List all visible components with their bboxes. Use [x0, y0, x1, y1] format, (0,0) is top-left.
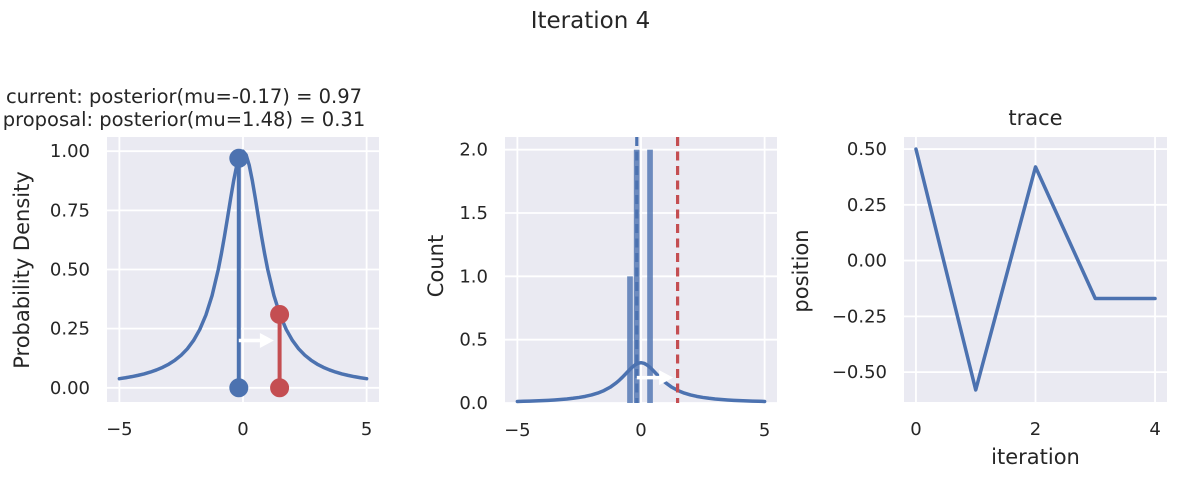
panel-samples-histogram: −5 0 5 0.0 0.5 1.0 1.5 2.0 — [459, 137, 777, 441]
position-trace — [914, 147, 1157, 392]
x-tick-label: 2 — [1030, 419, 1041, 440]
y-tick-label: 0.25 — [50, 319, 90, 340]
x-tick-label: −5 — [106, 419, 133, 440]
x-tick-label: 4 — [1149, 419, 1160, 440]
proposal-move-arrow-head — [259, 332, 274, 348]
y-tick-label: 1.00 — [50, 141, 90, 162]
y-tick-label: 0.75 — [50, 200, 90, 221]
y-tick-label: −0.50 — [832, 362, 887, 383]
current-sample-marker — [229, 148, 249, 168]
y-tick-label: 0.00 — [50, 378, 90, 399]
y-tick-label: 0.50 — [50, 260, 90, 281]
current-sample-base-marker — [229, 378, 249, 398]
y-tick-label: 0.00 — [847, 251, 887, 272]
trace-panel-title: trace — [1008, 106, 1063, 130]
histogram-bar — [647, 149, 653, 403]
y-tick-label: 0.5 — [459, 330, 488, 351]
x-tick-label: 5 — [361, 419, 372, 440]
y-tick-label: 0.0 — [459, 393, 488, 414]
proposal-sample-base-marker — [270, 378, 290, 398]
position-axis-label: position — [789, 229, 813, 313]
y-tick-label: −0.25 — [832, 306, 887, 327]
current-posterior-text: current: posterior(mu=-0.17) = 0.97 — [5, 85, 363, 108]
proposal-posterior-text: proposal: posterior(mu=1.48) = 0.31 — [2, 108, 366, 131]
x-tick-label: 0 — [237, 419, 248, 440]
x-tick-label: 5 — [759, 420, 770, 441]
panel-posterior: −5 0 5 0.00 0.25 0.50 0.75 1.00 — [50, 137, 379, 440]
proposal-sample-marker — [270, 304, 290, 324]
proposal-move-arrow-head — [659, 370, 674, 386]
y-tick-label: 1.0 — [459, 266, 488, 287]
panel-trace: 0 2 4 0.50 0.25 0.00 −0.25 −0.50 — [832, 137, 1167, 440]
count-axis-label: Count — [424, 234, 448, 298]
y-tick-label: 0.25 — [847, 195, 887, 216]
y-tick-label: 0.50 — [847, 139, 887, 160]
y-tick-label: 2.0 — [459, 140, 488, 161]
probability-density-axis-label: Probability Density — [10, 171, 34, 369]
x-tick-label: 0 — [910, 419, 921, 440]
x-tick-label: 0 — [635, 420, 646, 441]
posterior-panel-title: current: posterior(mu=-0.17) = 0.97 prop… — [0, 85, 368, 131]
iteration-axis-label: iteration — [991, 445, 1080, 469]
x-tick-label: −5 — [504, 420, 531, 441]
y-tick-label: 1.5 — [459, 203, 488, 224]
target-pdf-curve — [515, 360, 767, 404]
figure-title: Iteration 4 — [530, 8, 651, 34]
histogram-bar — [627, 276, 633, 403]
